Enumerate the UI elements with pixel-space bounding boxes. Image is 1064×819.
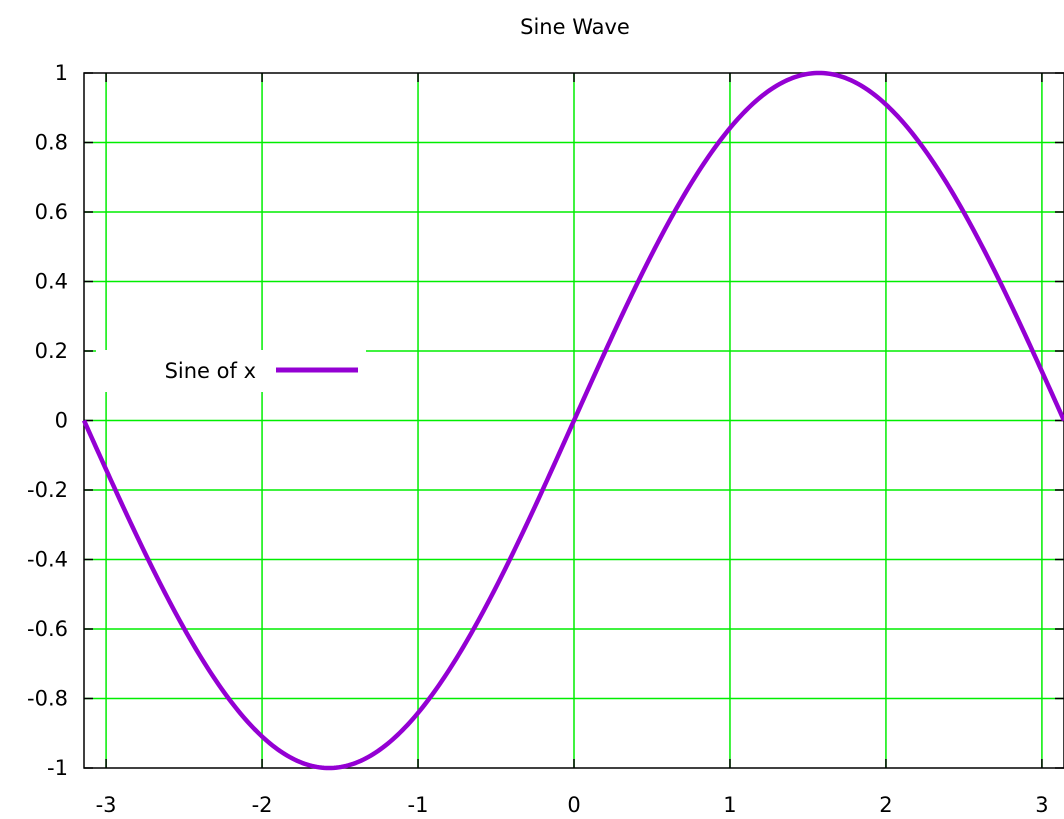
series-layer (81, 70, 1064, 771)
y-tick-label: -0.8 (27, 687, 68, 711)
y-tick-label: 0.4 (35, 270, 68, 294)
x-tick-label: 2 (879, 793, 892, 817)
y-tick-label: -1 (47, 756, 68, 780)
y-tick-label: 0.6 (35, 200, 68, 224)
chart-title: Sine Wave (520, 15, 630, 39)
x-tick-label: 0 (567, 793, 580, 817)
y-tick-label: 0.8 (35, 131, 68, 155)
y-tick-label: 1 (55, 61, 68, 85)
x-tick-label: 3 (1035, 793, 1048, 817)
y-tick-label: -0.2 (27, 478, 68, 502)
y-tick-label: 0.2 (35, 339, 68, 363)
x-tick-label: -2 (252, 793, 273, 817)
x-axis-tick-labels: -3 -2 -1 0 1 2 3 (96, 793, 1049, 817)
x-tick-label: -3 (96, 793, 117, 817)
x-tick-label: 1 (723, 793, 736, 817)
legend: Sine of x (96, 350, 366, 392)
y-tick-label: -0.4 (27, 548, 68, 572)
x-tick-label: -1 (408, 793, 429, 817)
y-axis-tick-labels: -1 -0.8 -0.6 -0.4 -0.2 0 0.2 0.4 0.6 0.8 1 (27, 61, 68, 780)
series-line-sine (81, 70, 1064, 771)
y-tick-label: -0.6 (27, 617, 68, 641)
legend-label: Sine of x (165, 359, 256, 383)
y-tick-label: 0 (55, 409, 68, 433)
